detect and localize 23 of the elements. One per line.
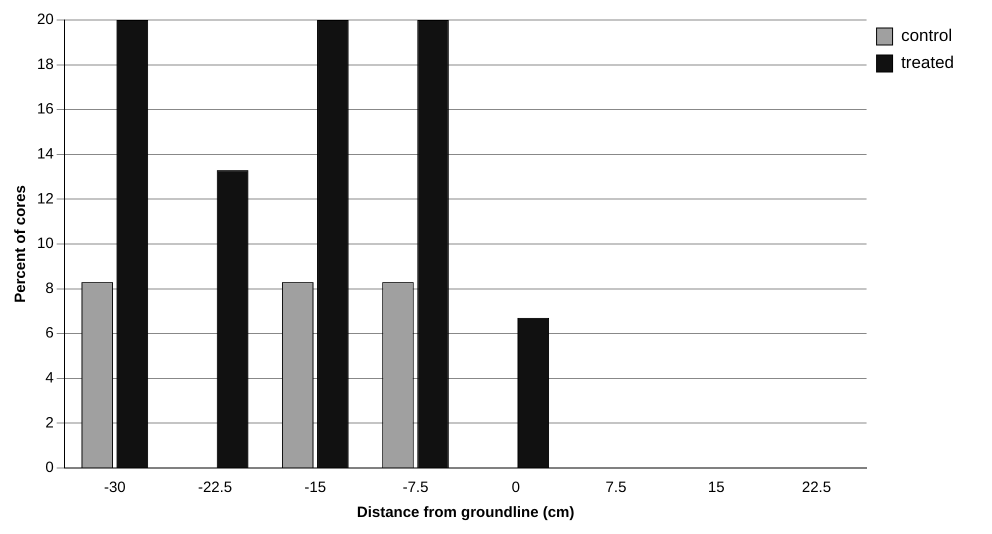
y-tick-label: 0	[45, 459, 54, 476]
x-tick-label: -7.5	[402, 479, 428, 496]
legend-label: control	[901, 26, 952, 46]
x-tick-label: -30	[104, 479, 126, 496]
x-tick-label: 0	[512, 479, 520, 496]
y-tick-label: 4	[45, 370, 54, 387]
y-tick-label: 14	[36, 146, 54, 163]
y-tick-label: 8	[45, 280, 54, 297]
x-tick-label: 15	[708, 479, 725, 496]
x-tick-label: 7.5	[606, 479, 626, 496]
y-tick-label: 6	[45, 324, 54, 342]
y-tick-label: 12	[36, 190, 54, 208]
x-axis-title: Distance from groundline (cm)	[356, 504, 574, 522]
y-tick-label: 18	[36, 56, 54, 73]
x-tick-label: -22.5	[198, 479, 232, 496]
x-tick-label: 22.5	[802, 479, 832, 496]
y-axis-title: Percent of cores	[12, 185, 30, 303]
y-tick-label: 10	[36, 235, 54, 252]
y-tick-label: 2	[45, 414, 54, 432]
x-tick-label: -15	[304, 479, 326, 496]
y-tick-label: 20	[36, 11, 54, 28]
legend-label: treated	[901, 53, 954, 72]
y-tick-label: 16	[36, 100, 54, 118]
